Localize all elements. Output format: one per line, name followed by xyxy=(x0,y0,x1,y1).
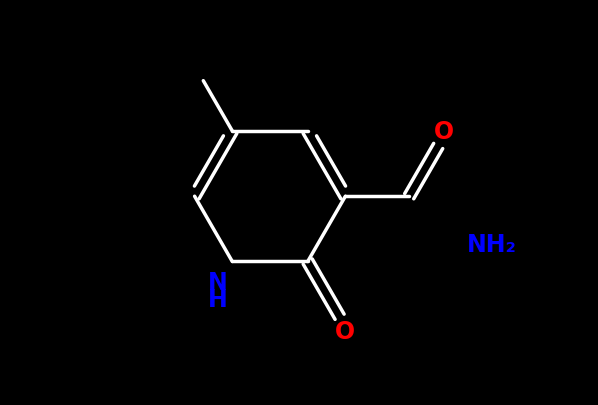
Text: O: O xyxy=(434,120,454,144)
Text: N: N xyxy=(208,270,228,294)
Text: O: O xyxy=(335,320,355,343)
Text: NH₂: NH₂ xyxy=(467,232,517,256)
Text: H: H xyxy=(208,288,228,311)
